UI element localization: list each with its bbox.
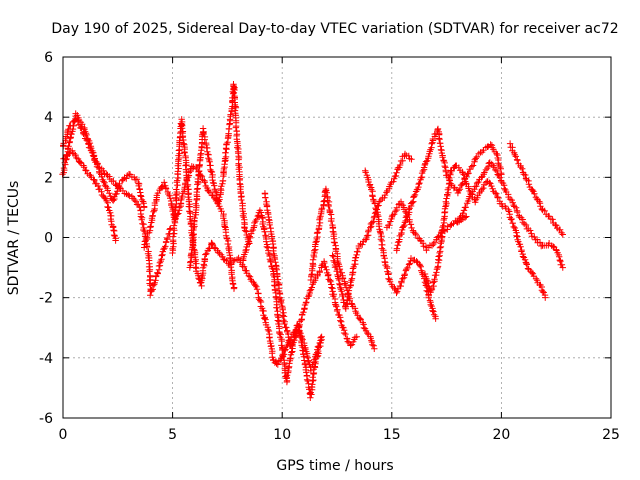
x-tick-labels: 0 5 10 15 20 25: [59, 427, 620, 443]
x-tick-label: 20: [492, 427, 510, 443]
series-markers: [169, 116, 216, 290]
series-markers: [186, 81, 253, 271]
series-sat-f: [186, 81, 253, 271]
y-tick-label: 2: [44, 170, 53, 186]
y-tick-label: -6: [39, 411, 53, 427]
series-sat-l: [362, 167, 439, 322]
y-tick-labels: -6 -4 -2 0 2 4 6: [39, 50, 53, 427]
series-sat-g: [208, 239, 325, 374]
data-points: [59, 81, 566, 401]
series-sat-e: [169, 116, 216, 290]
series-sat-c: [60, 116, 174, 299]
axis-ticks: [62, 56, 612, 419]
x-axis-label: GPS time / hours: [276, 458, 393, 474]
y-tick-label: -4: [39, 351, 53, 367]
series-sat-p: [454, 159, 566, 271]
series-markers: [261, 190, 360, 349]
y-tick-label: 4: [44, 110, 53, 126]
series-sat-i: [261, 190, 360, 349]
series-sat-n: [393, 125, 505, 254]
series-markers: [60, 116, 174, 299]
series-sat-k: [329, 150, 415, 312]
series-markers: [393, 125, 505, 254]
series-markers: [506, 140, 566, 238]
series-sat-d: [141, 163, 238, 292]
series-markers: [421, 162, 549, 301]
x-tick-label: 25: [602, 427, 620, 443]
y-tick-label: 0: [44, 231, 53, 247]
series-markers: [454, 159, 566, 271]
series-sat-h: [239, 207, 325, 401]
x-tick-label: 5: [168, 427, 177, 443]
series-markers: [329, 150, 415, 312]
series-sat-o: [421, 162, 549, 301]
y-axis-label: SDTVAR / TECUs: [6, 181, 22, 296]
chart-title: Day 190 of 2025, Sidereal Day-to-day VTE…: [51, 21, 618, 37]
series-markers: [208, 239, 325, 374]
x-tick-label: 15: [383, 427, 401, 443]
y-tick-label: -2: [39, 291, 53, 307]
x-tick-label: 10: [273, 427, 291, 443]
series-markers: [362, 167, 439, 322]
series-sat-q: [506, 140, 566, 238]
x-tick-label: 0: [59, 427, 68, 443]
series-markers: [141, 163, 238, 292]
grid-lines: [63, 57, 611, 418]
series-markers: [239, 207, 325, 401]
y-tick-label: 6: [44, 50, 53, 66]
